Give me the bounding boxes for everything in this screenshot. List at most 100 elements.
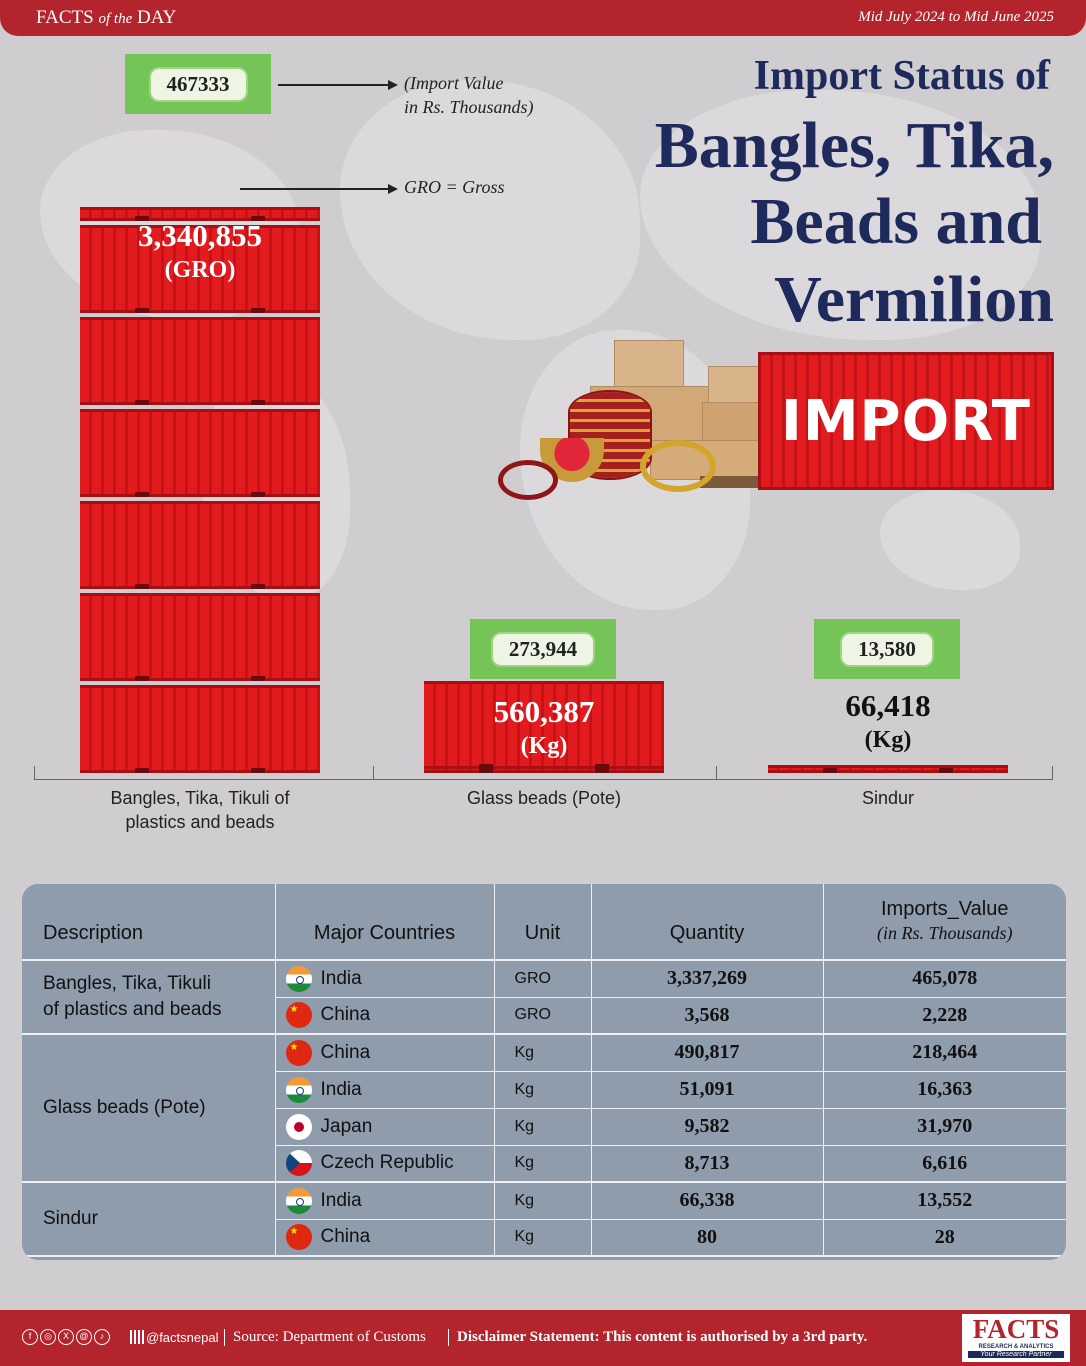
- footer-disclaimer: Disclaimer Statement: This content is au…: [448, 1329, 867, 1346]
- value-cell: 16,363: [823, 1071, 1066, 1109]
- table-row: ★ China Kg 80 28: [22, 1219, 1066, 1257]
- import-container-illustration: IMPORT: [758, 352, 1054, 490]
- import-value-badge-glass-beads: 273,944: [470, 619, 616, 680]
- country-cell: ★ China: [275, 1219, 495, 1257]
- footer-bar: f ◎ X @ ♪ @factsnepal Source: Department…: [0, 1310, 1086, 1366]
- bar-chart-icon: [130, 1330, 144, 1344]
- country-name: China: [320, 1004, 371, 1026]
- header-bar: FACTS of the DAY Mid July 2024 to Mid Ju…: [0, 0, 1086, 36]
- footer-source: Source: Department of Customs: [224, 1329, 426, 1346]
- gold-bangles-illustration: [640, 440, 716, 492]
- table-row: Glass beads (Pote) ★ China Kg 490,817 218,464: [22, 1034, 1066, 1183]
- china-flag-icon: ★: [285, 1039, 312, 1066]
- czech-flag-icon: [285, 1150, 312, 1177]
- import-value-badge-sindur: 13,580: [814, 619, 960, 679]
- header-quantity: Quantity: [591, 884, 824, 961]
- india-flag-icon: [285, 1076, 312, 1103]
- country-cell: Czech Republic: [275, 1145, 495, 1183]
- country-import-table: Description Major Countries Unit Quantit…: [22, 884, 1066, 1260]
- quantity-cell: 51,091: [591, 1071, 824, 1109]
- container-segment: [80, 500, 320, 589]
- import-value-text: 273,944: [490, 631, 596, 667]
- import-value-arrow-head: [388, 80, 398, 90]
- gro-arrow-head: [388, 184, 398, 194]
- import-value-badge-bangles: 467333: [125, 54, 271, 114]
- description-line: Glass beads (Pote): [43, 1097, 206, 1118]
- table-row: Bangles, Tika, Tikuli of plastics and bea…: [22, 960, 1066, 1035]
- container-segment: [80, 316, 320, 405]
- gro-arrow: [240, 188, 390, 190]
- value-cell: 28: [823, 1219, 1066, 1257]
- china-flag-icon: ★: [285, 1002, 312, 1029]
- table-row: Japan Kg 9,582 31,970: [22, 1108, 1066, 1146]
- country-cell: ★ China: [275, 997, 495, 1035]
- table-row: India Kg 51,091 16,363: [22, 1071, 1066, 1109]
- country-cell: ★ China: [275, 1034, 495, 1072]
- unit-cell: Kg: [494, 1182, 592, 1220]
- x-axis-tick: [716, 766, 717, 780]
- category-label-glass-beads: Glass beads (Pote): [466, 788, 622, 808]
- country-name: China: [320, 1041, 371, 1063]
- header-imports-value: Imports_Value (in Rs. Thousands): [823, 884, 1066, 961]
- bar-bangles: [80, 206, 320, 777]
- row-description: Bangles, Tika, Tikuli of plastics and bea…: [22, 960, 276, 1035]
- title-line-2: Bangles, Tika,: [654, 109, 1054, 182]
- category-label-sindur: Sindur: [861, 788, 915, 808]
- import-value-arrow: [278, 84, 390, 86]
- container-segment: [80, 684, 320, 773]
- quantity-cell: 66,338: [591, 1182, 824, 1220]
- country-name: Czech Republic: [320, 1152, 454, 1174]
- india-flag-icon: [285, 1187, 312, 1214]
- japan-flag-icon: [285, 1113, 312, 1140]
- country-name: India: [320, 1078, 362, 1100]
- facebook-icon[interactable]: f: [22, 1329, 38, 1345]
- quantity-value: 560,387: [493, 694, 595, 730]
- facts-logo: FACTS RESEARCH & ANALYTICS Your Research…: [962, 1314, 1070, 1362]
- country-cell: India: [275, 1071, 495, 1109]
- quantity-cell: 9,582: [591, 1108, 824, 1146]
- country-name: Japan: [320, 1115, 373, 1137]
- value-cell: 465,078: [823, 960, 1066, 998]
- brand-title: FACTS of the DAY: [36, 7, 177, 28]
- x-axis-line: [34, 779, 1052, 780]
- title-line-1: Import Status of: [753, 53, 1050, 99]
- unit-cell: GRO: [494, 960, 592, 998]
- container-segment: [768, 765, 1008, 773]
- value-cell: 31,970: [823, 1108, 1066, 1146]
- description-line: of plastics and beads: [43, 999, 222, 1020]
- instagram-icon[interactable]: ◎: [40, 1329, 56, 1345]
- quantity-cell: 80: [591, 1219, 824, 1257]
- import-value-text: 13,580: [840, 631, 934, 667]
- quantity-cell: 3,337,269: [591, 960, 824, 998]
- country-name: India: [320, 1189, 362, 1211]
- quantity-label-sindur: 66,418 (Kg): [768, 689, 1008, 757]
- x-icon[interactable]: X: [58, 1329, 74, 1345]
- header-countries: Major Countries: [275, 884, 495, 961]
- bar-sindur: [768, 765, 1008, 777]
- import-label: IMPORT: [780, 388, 1031, 454]
- x-axis-tick: [1052, 766, 1053, 780]
- category-label-bangles: Bangles, Tika, Tikuli of plastics and be…: [110, 788, 290, 832]
- country-name: China: [320, 1226, 371, 1248]
- table-row: Sindur India Kg 66,338 13,552: [22, 1182, 1066, 1257]
- container-segment: [80, 224, 320, 313]
- container-segment: [80, 408, 320, 497]
- title-line-3: Beads and: [750, 185, 1042, 258]
- row-description: Sindur: [22, 1182, 276, 1257]
- tiktok-icon[interactable]: ♪: [94, 1329, 110, 1345]
- value-cell: 6,616: [823, 1145, 1066, 1183]
- x-axis-tick: [34, 766, 35, 780]
- threads-icon[interactable]: @: [76, 1329, 92, 1345]
- country-cell: Japan: [275, 1108, 495, 1146]
- value-cell: 2,228: [823, 997, 1066, 1035]
- unit-cell: Kg: [494, 1108, 592, 1146]
- footer-handle[interactable]: @factsnepal: [146, 1330, 219, 1345]
- quantity-label-bangles: 3,340,855 (GRO): [80, 218, 320, 287]
- world-map-background: [880, 490, 1020, 590]
- gro-note: GRO = Gross: [404, 177, 505, 197]
- quantity-cell: 490,817: [591, 1034, 824, 1072]
- period-label: Mid July 2024 to Mid June 2025: [858, 9, 1054, 25]
- quantity-unit: (GRO): [164, 256, 236, 283]
- container-segment: [80, 206, 320, 222]
- description-line: Bangles, Tika, Tikuli: [43, 973, 211, 994]
